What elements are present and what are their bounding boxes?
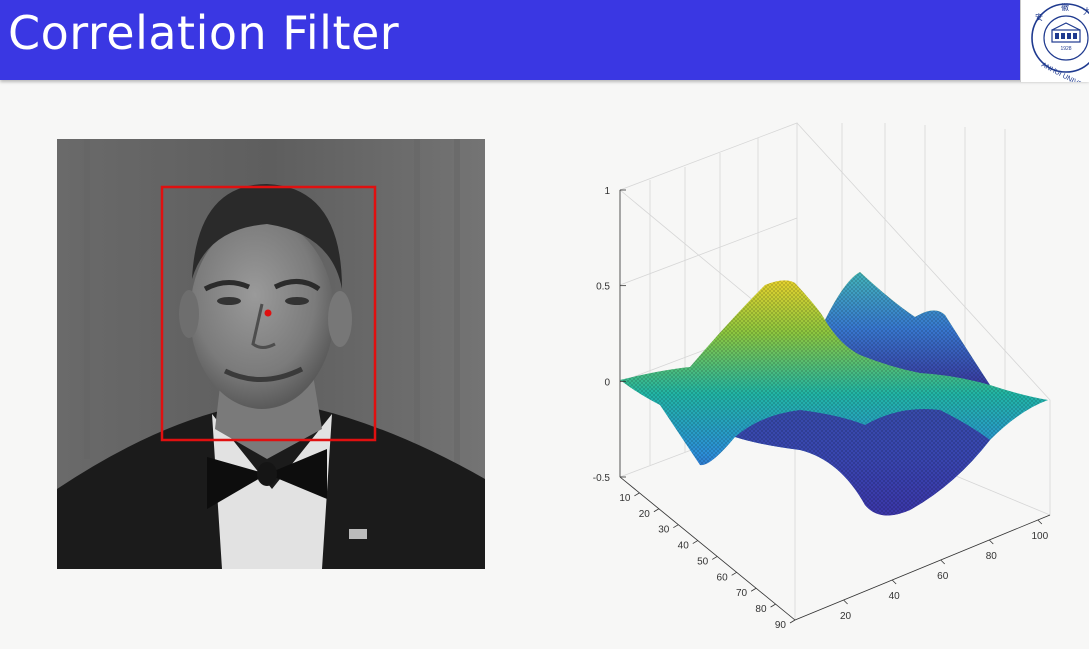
svg-text:徽: 徽: [1061, 2, 1069, 12]
z-tick-label: -0.5: [593, 473, 611, 484]
target-center-dot: [264, 309, 272, 317]
correlation-surface-plot: 1 0.5 0 -0.5 10 20 30 40 50 60 70 80 90 20 40 60 80 100: [560, 105, 1089, 644]
tracking-box: [160, 185, 377, 442]
svg-text:ANHUI UNIVER: ANHUI UNIVER: [1040, 62, 1088, 82]
y-tick-mark: [1037, 519, 1043, 525]
slide-title: Correlation Filter: [8, 6, 400, 60]
x-tick-label: 80: [755, 604, 767, 615]
x-tick-label: 90: [775, 620, 787, 631]
y-tick-mark: [989, 539, 994, 545]
x-tick-label: 40: [678, 541, 690, 552]
university-logo: 1928 ANHUI UNIVER 安 徽 大: [1020, 0, 1089, 91]
title-bar: Correlation Filter: [0, 0, 1089, 80]
y-tick-mark: [891, 579, 897, 585]
x-tick-mark: [692, 540, 698, 544]
y-tick-label: 20: [840, 611, 852, 622]
x-tick-mark: [673, 524, 679, 529]
x-tick-mark: [653, 508, 660, 513]
y-tick-label: 40: [889, 591, 901, 602]
y-tick-label: 60: [937, 571, 949, 582]
x-tick-mark: [712, 556, 718, 560]
x-tick-mark: [750, 587, 757, 592]
z-tick-label: 0: [604, 377, 610, 388]
z-tick-label: 1: [604, 186, 610, 197]
y-tick-label: 80: [986, 551, 998, 562]
x-tick-label: 20: [639, 509, 651, 520]
y-tick-mark: [843, 599, 848, 605]
surface-mesh: [620, 272, 1048, 516]
x-tick-mark: [770, 603, 776, 608]
portrait-image: [57, 139, 485, 569]
x-tick-label: 70: [736, 588, 748, 599]
z-tick-label: 0.5: [596, 282, 610, 293]
y-tick-label: 100: [1032, 531, 1049, 542]
x-tick-mark: [634, 492, 640, 497]
x-tick-mark: [731, 571, 737, 576]
svg-text:1928: 1928: [1060, 46, 1071, 52]
surface-chart: 1 0.5 0 -0.5 10 20 30 40 50 60 70 80 90 20 40 60 80 100: [593, 122, 1051, 631]
x-tick-label: 50: [697, 556, 709, 567]
x-tick-label: 60: [717, 572, 729, 583]
face-photo: [57, 139, 485, 569]
x-axis-line: [619, 476, 796, 621]
x-tick-label: 10: [619, 493, 631, 504]
x-tick-mark: [789, 619, 796, 624]
svg-text:大: 大: [1083, 6, 1089, 16]
y-axis-line: [794, 514, 1051, 621]
svg-text:安: 安: [1035, 12, 1043, 22]
university-seal-icon: 1928 ANHUI UNIVER 安 徽 大: [1031, 2, 1089, 91]
y-tick-mark: [940, 559, 945, 565]
x-tick-label: 30: [658, 525, 670, 536]
